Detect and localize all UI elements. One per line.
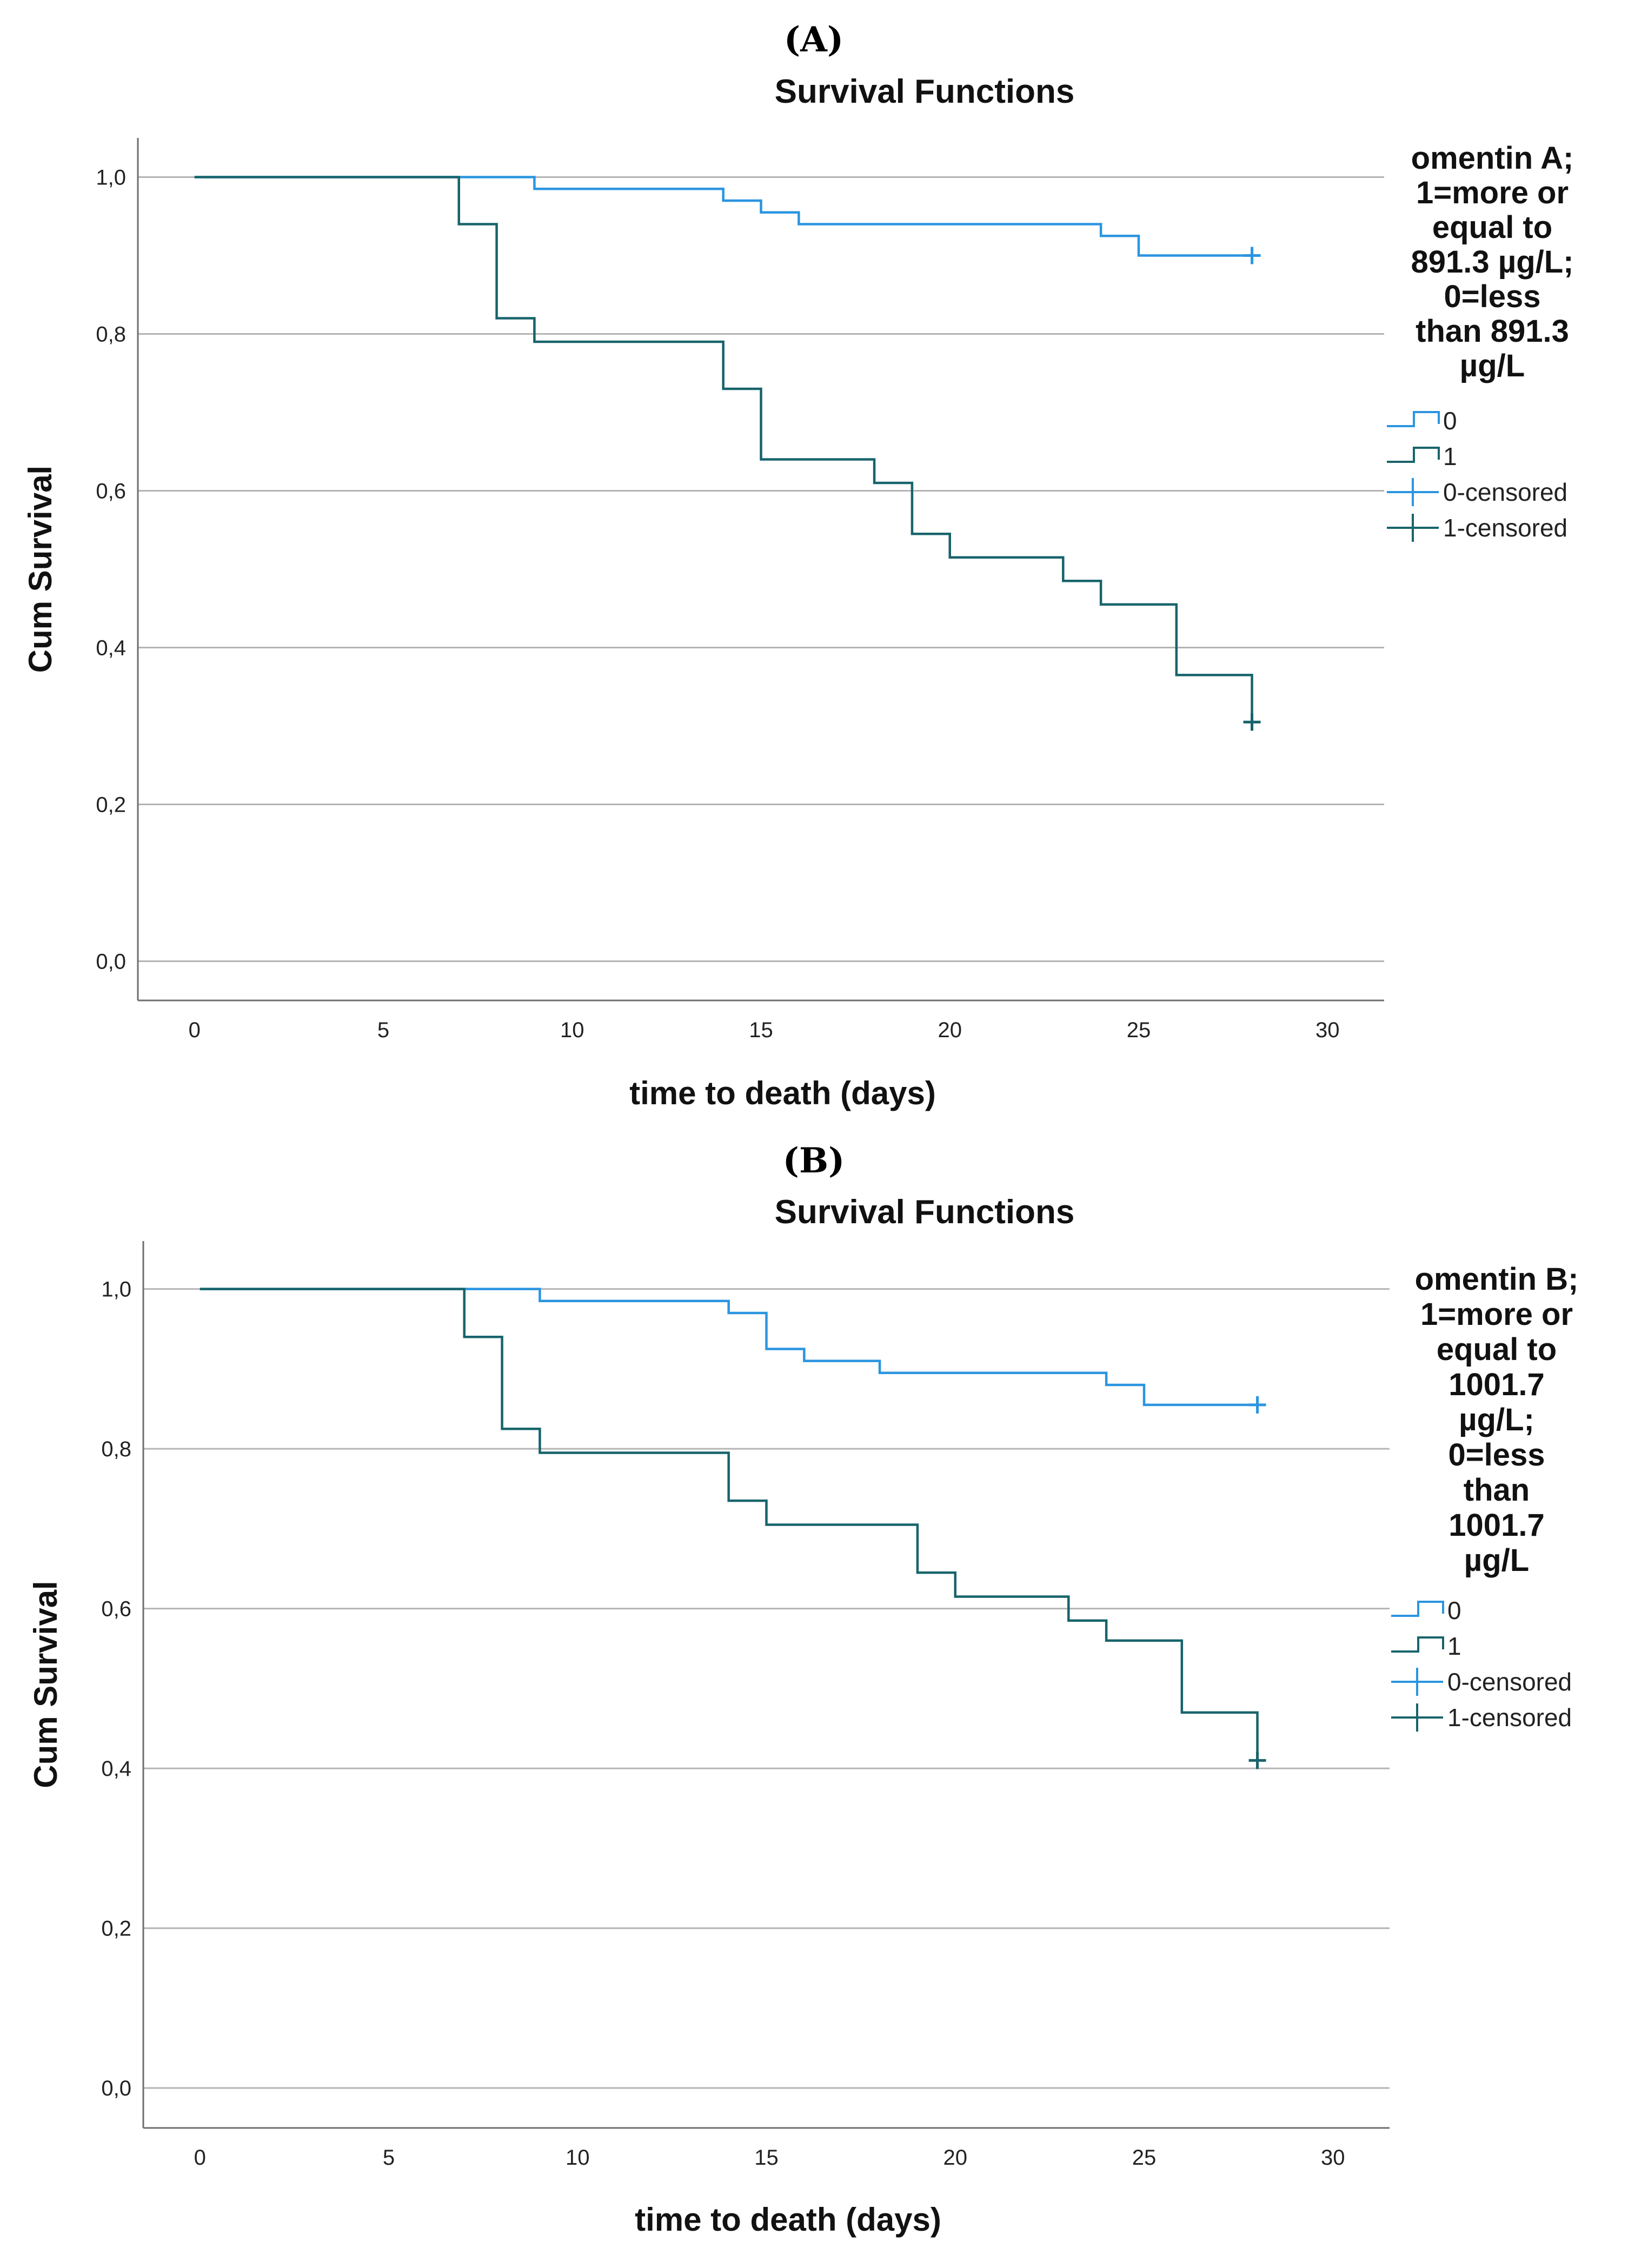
chart-a-x-tick-label: 30 — [1315, 1018, 1340, 1042]
chart-a-legend-label-1-censored: 1-censored — [1443, 514, 1567, 542]
chart-a-legend-title-line: 0=less — [1444, 279, 1540, 314]
chart-b-x-tick-label: 20 — [943, 2146, 967, 2170]
chart-a-panel-label: (A) — [784, 19, 843, 60]
chart-a-series-0-line — [194, 176, 1252, 257]
chart-a-legend-title-line: than 891.3 — [1416, 314, 1569, 349]
chart-a-legend-title-line: 1=more or — [1416, 175, 1569, 210]
chart-a-series-0-censor-mark — [1243, 247, 1261, 264]
chart-b-series-1-censor-mark — [1248, 1752, 1266, 1769]
chart-b-y-tick-label: 0,4 — [101, 1757, 131, 1781]
chart-a-legend-label-1: 1 — [1443, 442, 1457, 470]
chart-a-y-tick-label: 0,4 — [96, 636, 126, 660]
chart-a-y-tick-label: 0,6 — [96, 480, 126, 503]
chart-a-x-tick-label: 5 — [377, 1018, 389, 1042]
chart-b-y-tick-label: 0,0 — [101, 2077, 131, 2100]
chart-b-legend-symbol-0-censored — [1391, 1668, 1443, 1696]
chart-a-legend-symbol-0-censored — [1387, 478, 1439, 506]
chart-a-y-axis-label: Cum Survival — [22, 466, 58, 673]
chart-a-legend-symbol-0 — [1387, 411, 1440, 427]
chart-a-series-1-line — [194, 176, 1253, 726]
chart-a-x-tick-label: 0 — [189, 1018, 201, 1042]
chart-b-x-tick-label: 15 — [754, 2146, 779, 2170]
chart-b-x-tick-label: 30 — [1321, 2146, 1345, 2170]
chart-b-legend-title-line: 1=more or — [1420, 1297, 1573, 1332]
chart-b-title: Survival Functions — [775, 1193, 1075, 1231]
chart-a-legend-label-0-censored: 0-censored — [1443, 478, 1567, 506]
chart-b-legend-symbol-0 — [1391, 1601, 1444, 1617]
chart-b-x-tick-label: 10 — [566, 2146, 590, 2170]
chart-b-legend-label-1-censored: 1-censored — [1447, 1703, 1572, 1732]
chart-a-legend-title-line: equal to — [1432, 210, 1552, 245]
chart-a-y-tick-label: 0,8 — [96, 323, 126, 347]
chart-a-x-tick-label: 15 — [749, 1018, 773, 1042]
chart-b-series-1-line — [200, 1288, 1259, 1761]
chart-a-legend-title-line: µg/L — [1460, 348, 1525, 383]
chart-a-legend-title-line: 891.3 µg/L; — [1411, 244, 1574, 280]
chart-a-legend-symbol-1 — [1387, 447, 1440, 463]
chart-b-legend-title-line: 1001.7 — [1448, 1367, 1544, 1402]
chart-a-y-tick-label: 0,0 — [96, 950, 126, 974]
chart-b-y-tick-label: 0,6 — [101, 1597, 131, 1621]
chart-b-x-axis-label: time to death (days) — [635, 2201, 941, 2238]
chart-b-y-tick-label: 1,0 — [101, 1278, 131, 1302]
chart-b-legend-symbol-1-censored — [1391, 1703, 1443, 1732]
chart-b-y-tick-label: 0,8 — [101, 1437, 131, 1461]
chart-b-x-tick-label: 25 — [1132, 2146, 1157, 2170]
chart-b-series-0-line — [200, 1288, 1258, 1407]
chart-b-legend-title-line: than — [1464, 1473, 1530, 1508]
chart-b-y-tick-label: 0,2 — [101, 1917, 131, 1941]
chart-a-legend-symbol-1-censored — [1387, 514, 1439, 542]
chart-b-legend-label-1: 1 — [1447, 1632, 1461, 1660]
chart-a-legend-title-line: omentin A; — [1411, 141, 1574, 176]
chart-a-y-tick-label: 0,2 — [96, 793, 126, 817]
chart-b-x-tick-label: 0 — [194, 2146, 206, 2170]
chart-a-x-tick-label: 10 — [560, 1018, 584, 1042]
chart-a-series-1-censor-mark — [1243, 713, 1261, 731]
chart-a-x-tick-label: 20 — [938, 1018, 962, 1042]
chart-b-legend-title-line: µg/L — [1464, 1543, 1529, 1578]
chart-b-panel-label: (B) — [783, 1140, 845, 1181]
chart-a-x-axis-label: time to death (days) — [629, 1075, 936, 1111]
chart-b-legend-title-line: omentin B; — [1415, 1262, 1579, 1297]
chart-b-legend-title-line: µg/L; — [1459, 1402, 1534, 1437]
chart-a-legend-label-0: 0 — [1443, 407, 1457, 435]
chart-b-y-axis-label: Cum Survival — [28, 1581, 64, 1788]
chart-b-legend-title-line: 0=less — [1448, 1437, 1545, 1473]
chart-a-title: Survival Functions — [775, 73, 1075, 110]
chart-a-x-tick-label: 25 — [1127, 1018, 1151, 1042]
chart-b-legend-title-line: equal to — [1437, 1332, 1557, 1367]
chart-b-series-0-censor-mark — [1248, 1396, 1266, 1414]
chart-b-legend-label-0: 0 — [1447, 1596, 1461, 1624]
chart-b-legend-symbol-1 — [1391, 1636, 1444, 1653]
chart-b-legend-label-0-censored: 0-censored — [1447, 1668, 1572, 1696]
chart-b-x-tick-label: 5 — [383, 2146, 395, 2170]
chart-a-y-tick-label: 1,0 — [96, 166, 126, 190]
chart-b-legend-title-line: 1001.7 — [1448, 1508, 1544, 1543]
